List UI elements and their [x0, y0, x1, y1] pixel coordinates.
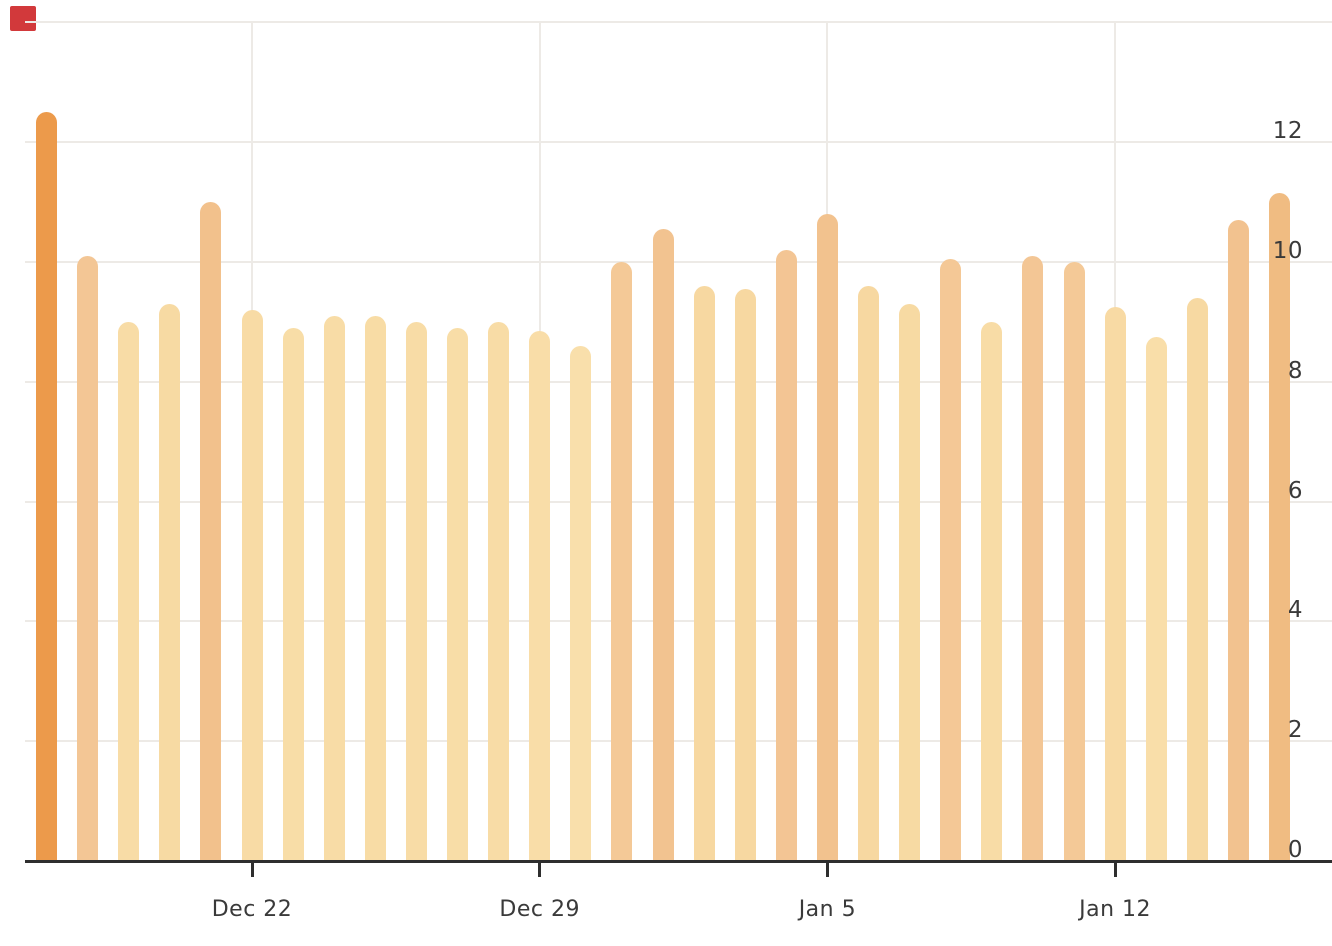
x-axis-tick	[1113, 863, 1117, 877]
bar	[405, 321, 427, 862]
bar	[241, 309, 263, 862]
x-axis-line	[25, 860, 1332, 863]
bar	[1186, 297, 1208, 862]
bar	[1104, 306, 1126, 862]
y-axis-label: 0	[1287, 837, 1303, 863]
bar	[611, 262, 633, 862]
bar	[529, 330, 551, 862]
bar	[899, 303, 921, 862]
bar	[447, 327, 468, 862]
bar	[858, 285, 879, 862]
bar	[323, 315, 345, 862]
y-axis-label: 2	[1287, 717, 1303, 744]
y-axis-label: 6	[1287, 477, 1303, 504]
y-axis-label: 8	[1287, 357, 1303, 384]
bar	[981, 321, 1003, 862]
h-gridline	[25, 380, 1332, 383]
bar	[159, 303, 181, 862]
y-axis-label: 12	[1272, 118, 1303, 145]
bar	[488, 321, 510, 862]
x-axis-tick	[538, 863, 542, 877]
bar	[775, 250, 797, 862]
bar	[200, 202, 222, 862]
bar	[1022, 256, 1044, 862]
bar	[118, 321, 140, 862]
bar	[1063, 262, 1085, 862]
x-axis-label: Jan 12	[1079, 897, 1152, 922]
bar	[1227, 220, 1249, 862]
bar	[652, 229, 674, 862]
x-axis-tick	[250, 863, 254, 877]
bar	[816, 214, 838, 862]
bar	[282, 327, 304, 862]
y-axis-label: 10	[1272, 238, 1303, 264]
h-gridline	[25, 740, 1332, 743]
bar	[1269, 193, 1290, 862]
x-axis-label: Jan 5	[798, 897, 857, 922]
bar	[693, 285, 715, 862]
h-gridline	[25, 141, 1332, 144]
bar	[1145, 336, 1167, 862]
bar	[77, 256, 99, 862]
bar	[940, 259, 962, 862]
red-marker	[10, 6, 36, 31]
h-gridline	[25, 21, 1332, 24]
y-axis-label: 4	[1287, 597, 1303, 624]
x-axis-label: Dec 29	[499, 897, 580, 922]
bar	[734, 288, 756, 862]
h-gridline	[25, 261, 1332, 263]
bar	[364, 315, 386, 862]
h-gridline	[25, 620, 1332, 623]
bar	[570, 345, 592, 862]
x-axis-label: Dec 22	[211, 897, 293, 922]
bar	[36, 112, 57, 862]
x-axis-tick	[825, 863, 829, 877]
h-gridline	[25, 500, 1332, 503]
